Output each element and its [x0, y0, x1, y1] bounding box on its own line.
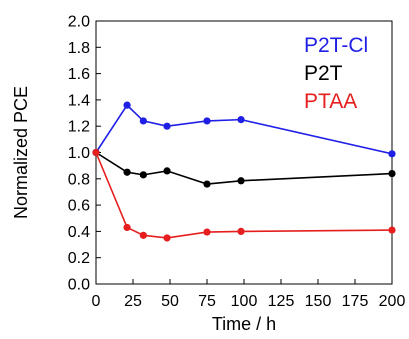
series-layer: [92, 101, 396, 242]
y-tick-label: 1.0: [68, 145, 90, 162]
x-tick-label: 125: [268, 293, 295, 310]
data-point-ptaa: [388, 226, 396, 234]
data-point-ptaa: [92, 148, 100, 157]
y-tick-label: 1.4: [68, 92, 90, 109]
data-point-p2t: [388, 169, 396, 178]
y-tick-label: 0.8: [68, 171, 90, 188]
y-axis-title: Normalized PCE: [11, 86, 31, 219]
data-point-ptaa: [139, 231, 147, 239]
data-point-ptaa: [203, 228, 211, 236]
y-tick-label: 2.0: [68, 14, 90, 31]
data-point-p2t-cl: [163, 122, 171, 130]
x-tick-label: 150: [305, 293, 332, 310]
x-tick-label: 75: [198, 293, 216, 310]
y-tick-label: 0.2: [68, 250, 90, 267]
y-axis-ticks: 0.0 0.2 0.4 0.6 0.8 1.0 1.2 1.4 1.6 1.8 2.0: [68, 14, 101, 294]
data-point-p2t: [203, 180, 211, 188]
y-tick-label: 1.6: [68, 66, 90, 83]
data-point-p2t: [139, 171, 147, 179]
series-p2t-cl: [92, 101, 396, 158]
x-tick-label: 50: [161, 293, 179, 310]
y-tick-label: 1.2: [68, 119, 90, 136]
plot-frame: [95, 20, 393, 285]
y-tick-label: 1.8: [68, 40, 90, 57]
x-axis-ticks: 0 25 50 75 100 125 150 175 200: [92, 279, 406, 310]
data-point-ptaa: [237, 227, 245, 235]
y-tick-label: 0.0: [68, 277, 90, 294]
legend-entry-ptaa: PTAA: [304, 90, 357, 113]
data-point-p2t-cl: [123, 101, 131, 109]
x-tick-label: 25: [124, 293, 142, 310]
legend-entry-p2t-cl: P2T-Cl: [304, 34, 368, 57]
data-point-ptaa: [123, 223, 131, 232]
data-point-p2t-cl: [203, 117, 211, 125]
x-axis-title: Time / h: [212, 314, 276, 334]
data-point-p2t-cl: [237, 116, 245, 124]
legend: P2T-Cl P2T PTAA: [304, 34, 368, 113]
data-point-ptaa: [163, 234, 171, 242]
x-tick-label: 200: [379, 293, 406, 310]
legend-entry-p2t: P2T: [304, 62, 343, 85]
data-point-p2t-cl: [388, 150, 396, 158]
series-line-ptaa: [95, 152, 393, 239]
data-point-p2t: [123, 168, 131, 176]
x-tick-label: 0: [92, 293, 101, 310]
x-tick-label: 100: [231, 293, 258, 310]
series-ptaa: [92, 148, 396, 242]
data-point-p2t: [163, 167, 171, 175]
y-tick-label: 0.4: [68, 224, 90, 241]
data-point-p2t: [237, 177, 245, 185]
data-point-p2t-cl: [139, 117, 147, 125]
series-p2t: [92, 148, 396, 188]
y-tick-label: 0.6: [68, 198, 90, 215]
x-tick-label: 175: [342, 293, 369, 310]
